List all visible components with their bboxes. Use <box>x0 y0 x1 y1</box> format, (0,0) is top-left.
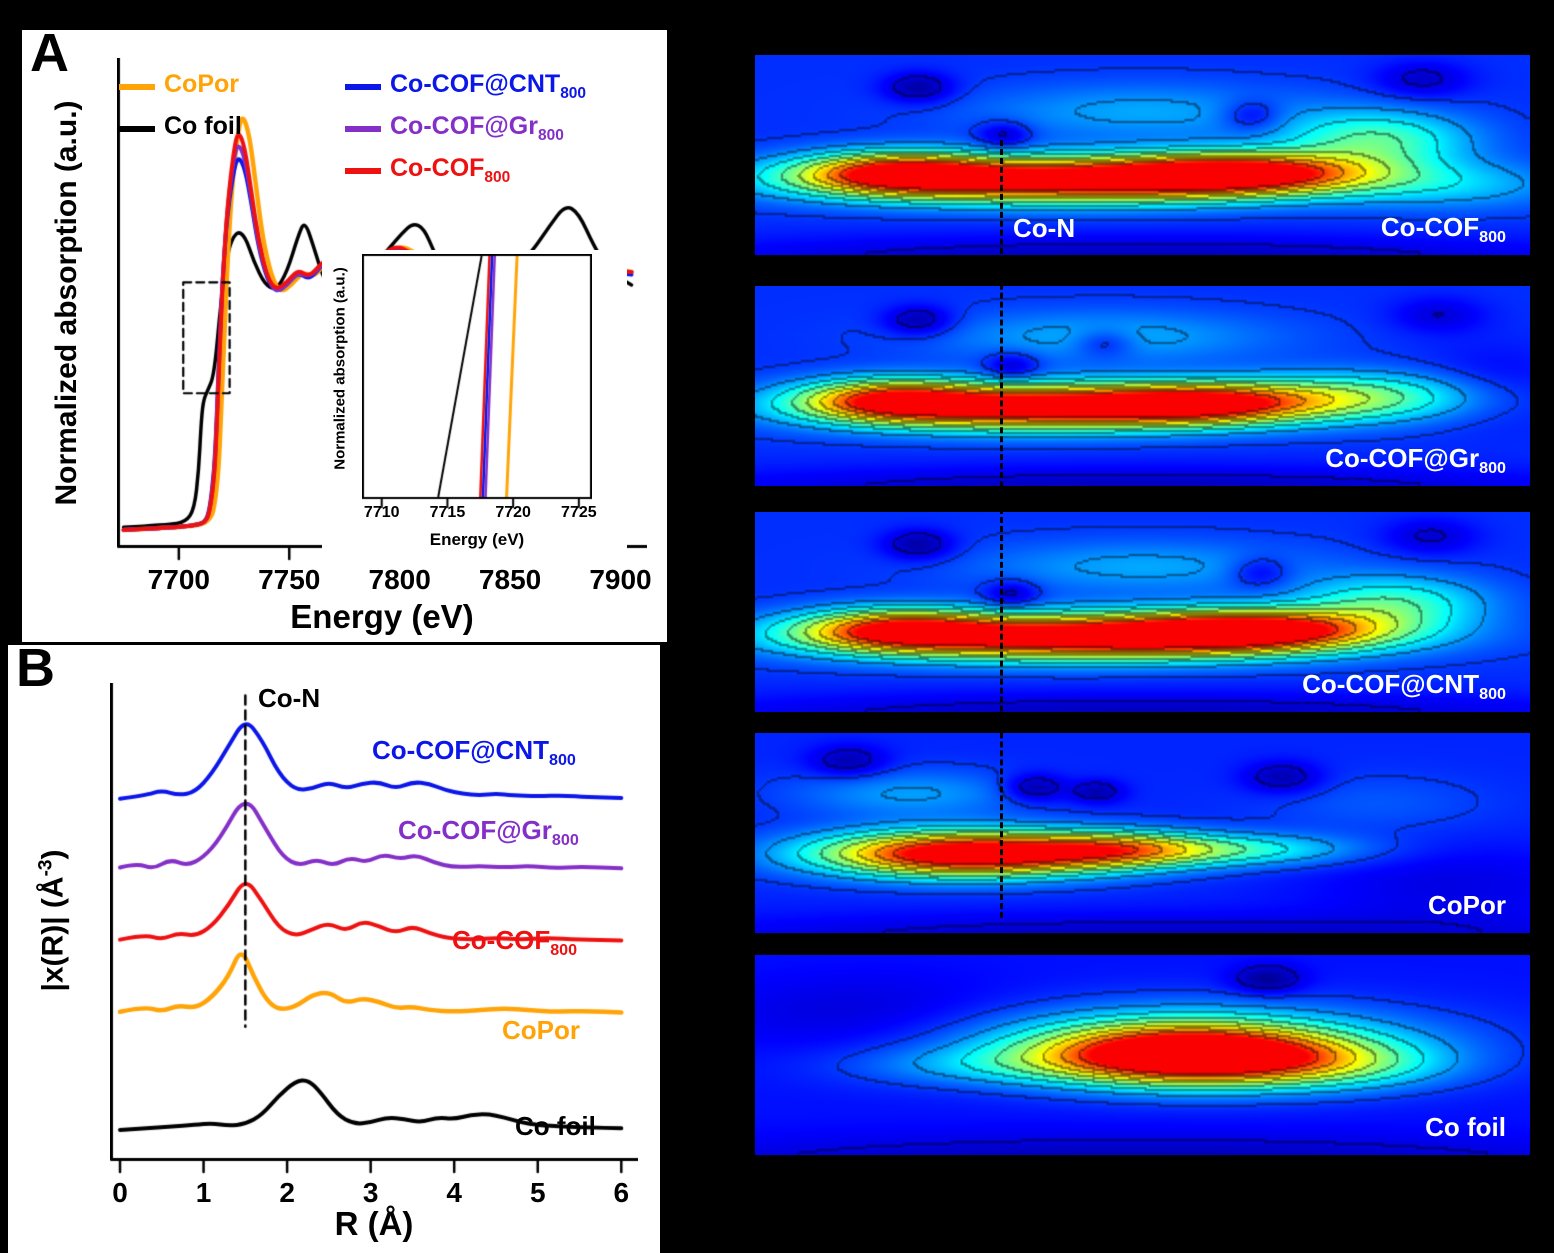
curve-label-co-cof-gr: Co-COF@Gr800 <box>398 815 579 850</box>
panel-b-plot-area: Co-N Co-COF@CNT800 Co-COF@Gr800 Co-COF80… <box>110 683 638 1175</box>
inset-y-axis-title: Normalized absorption (a.u.) <box>331 267 349 470</box>
legend-item-co-foil: Co foil <box>119 112 242 145</box>
x-tick-label: 1 <box>195 1177 212 1208</box>
wavelet-heatmap-co-cof-cnt <box>755 512 1530 712</box>
legend-label-co-cof-cnt: Co-COF@CNT800 <box>390 70 587 102</box>
panel-a-x-ticks: 7700 7750 7800 7850 7900 <box>117 564 652 598</box>
exafs-plot-canvas <box>110 683 638 1175</box>
legend-swatch-co-cof-cnt <box>345 83 381 90</box>
co-n-dashed-line <box>1000 140 1003 918</box>
panel-b-y-axis-title: |x(R)| (Å-3) <box>35 849 70 992</box>
curve-label-copor: CoPor <box>502 1015 580 1045</box>
x-tick-label: 7720 <box>495 504 531 521</box>
legend-swatch-co-cof <box>345 167 381 174</box>
x-tick-label: 0 <box>112 1177 128 1208</box>
x-tick-label: 4 <box>446 1177 462 1208</box>
legend-swatch-co-foil <box>119 125 155 132</box>
panel-b-label: B <box>16 638 55 698</box>
inset-x-axis-title: Energy (eV) <box>429 530 525 549</box>
wavelet-panel-co-cof-gr: Co-COF@Gr800 <box>755 286 1530 486</box>
x-tick-label: 7850 <box>478 564 542 595</box>
x-tick-label: 6 <box>613 1177 630 1208</box>
legend-swatch-co-cof-gr <box>345 125 381 132</box>
panel-a-y-axis-title: Normalized absorption (a.u.) <box>50 100 83 506</box>
x-tick-label: 2 <box>279 1177 295 1208</box>
wavelet-label-co-cof-gr: Co-COF@Gr800 <box>1325 442 1506 477</box>
panel-a-label: A <box>30 23 69 83</box>
wavelet-label-co-foil: Co foil <box>1425 1111 1506 1142</box>
legend-column-2: Co-COF@CNT800 Co-COF@Gr800 Co-COF800 <box>345 70 586 196</box>
legend-item-co-cof: Co-COF800 <box>345 154 586 187</box>
panel-a-xanes: A Normalized absorption (a.u.) CoPor Co … <box>22 23 667 642</box>
wavelet-panel-co-foil: Co foil <box>755 955 1530 1155</box>
panel-b-x-axis-title: R (Å) <box>334 1205 414 1242</box>
wavelet-panel-copor: CoPor <box>755 733 1530 933</box>
legend-column-1: CoPor Co foil <box>119 70 242 154</box>
xanes-inset: Normalized absorption (a.u.) 7710 7715 772… <box>322 250 627 562</box>
inset-plot-area: 7710 7715 7720 7725 Energy (eV) <box>362 254 597 554</box>
wavelet-panel-co-cof-cnt: Co-COF@CNT800 <box>755 512 1530 712</box>
x-tick-label: 7710 <box>363 504 400 521</box>
legend-item-copor: CoPor <box>119 70 242 103</box>
panel-a-plot-area: CoPor Co foil Co-COF@CNT800 Co-COF@Gr800 <box>117 58 647 562</box>
x-tick-label: 7800 <box>368 564 431 595</box>
wavelet-co-n-label: Co-N <box>1013 213 1076 243</box>
x-tick-label: 7900 <box>589 564 652 595</box>
wavelet-label-copor: CoPor <box>1428 889 1506 920</box>
panel-b-x-ticks: 0 1 2 3 4 5 6 <box>110 1177 638 1211</box>
wavelet-heatmap-co-cof-gr <box>755 286 1530 486</box>
wavelet-heatmap-co-cof <box>755 55 1530 255</box>
panel-a-x-axis-title: Energy (eV) <box>290 598 474 635</box>
inset-canvas <box>362 254 592 513</box>
co-n-annotation: Co-N <box>258 683 321 713</box>
x-tick-label: 7715 <box>429 504 466 521</box>
legend-label-co-cof: Co-COF800 <box>390 154 511 186</box>
wavelet-label-co-cof: Co-COF800 <box>1380 211 1506 246</box>
wavelet-label-co-cof-cnt: Co-COF@CNT800 <box>1302 668 1506 703</box>
x-tick-label: 5 <box>529 1177 546 1208</box>
curve-label-co-cof: Co-COF800 <box>452 925 578 960</box>
x-tick-label: 7725 <box>561 504 597 521</box>
curve-label-co-foil: Co foil <box>515 1111 596 1141</box>
curve-label-co-cof-cnt: Co-COF@CNT800 <box>372 735 576 770</box>
x-tick-label: 3 <box>362 1177 379 1208</box>
legend-item-co-cof-gr: Co-COF@Gr800 <box>345 112 586 145</box>
wavelet-heatmap-copor <box>755 733 1530 933</box>
legend-swatch-copor <box>119 83 155 90</box>
x-tick-label: 7700 <box>147 564 210 595</box>
x-tick-label: 7750 <box>258 564 321 595</box>
wavelet-heatmap-co-foil <box>755 955 1530 1155</box>
legend-label-co-cof-gr: Co-COF@Gr800 <box>390 112 564 144</box>
legend-label-co-foil: Co foil <box>164 112 242 140</box>
legend-item-co-cof-cnt: Co-COF@CNT800 <box>345 70 586 103</box>
legend-label-copor: CoPor <box>164 70 239 98</box>
panel-b-exafs: B |x(R)| (Å-3) Co-N Co-COF@CNT800 Co-COF… <box>8 638 660 1253</box>
wavelet-panel-co-cof: Co-N Co-COF800 <box>755 55 1530 255</box>
